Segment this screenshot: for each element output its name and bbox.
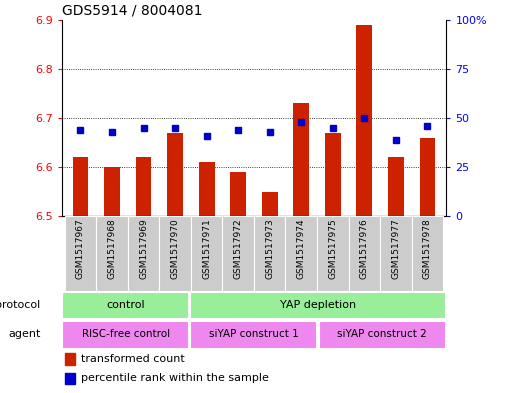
Bar [62, 292, 189, 319]
Bar [262, 192, 278, 216]
Text: GSM1517969: GSM1517969 [139, 219, 148, 279]
Bar [167, 133, 183, 216]
Bar [254, 216, 285, 291]
Text: siYAP construct 1: siYAP construct 1 [209, 329, 299, 340]
Bar [199, 162, 214, 216]
Bar [96, 216, 128, 291]
Text: GSM1517976: GSM1517976 [360, 219, 369, 279]
Bar [230, 172, 246, 216]
Bar [285, 216, 317, 291]
Bar [191, 216, 223, 291]
Bar [160, 216, 191, 291]
Bar [388, 157, 404, 216]
Bar [223, 216, 254, 291]
Bar [135, 157, 151, 216]
Text: RISC-free control: RISC-free control [82, 329, 170, 340]
Bar [319, 321, 446, 349]
Bar [104, 167, 120, 216]
Bar [411, 216, 443, 291]
Text: GSM1517978: GSM1517978 [423, 219, 432, 279]
Bar [357, 25, 372, 216]
Bar [128, 216, 160, 291]
Bar [348, 216, 380, 291]
Bar [293, 103, 309, 216]
Text: GSM1517968: GSM1517968 [108, 219, 116, 279]
Text: GSM1517967: GSM1517967 [76, 219, 85, 279]
Bar [420, 138, 435, 216]
Text: GSM1517974: GSM1517974 [297, 219, 306, 279]
Text: GSM1517972: GSM1517972 [233, 219, 243, 279]
Text: transformed count: transformed count [81, 354, 185, 364]
Text: GSM1517975: GSM1517975 [328, 219, 337, 279]
Bar [190, 292, 446, 319]
Text: control: control [106, 300, 145, 310]
Bar [65, 216, 96, 291]
Text: YAP depletion: YAP depletion [280, 300, 356, 310]
Text: GSM1517970: GSM1517970 [171, 219, 180, 279]
Bar [66, 373, 75, 384]
Text: GSM1517971: GSM1517971 [202, 219, 211, 279]
Bar [325, 133, 341, 216]
Bar [66, 353, 75, 365]
Bar [73, 157, 88, 216]
Text: percentile rank within the sample: percentile rank within the sample [81, 373, 269, 384]
Text: siYAP construct 2: siYAP construct 2 [338, 329, 427, 340]
Text: protocol: protocol [0, 300, 41, 310]
Bar [317, 216, 348, 291]
Bar [380, 216, 411, 291]
Bar [190, 321, 318, 349]
Text: GDS5914 / 8004081: GDS5914 / 8004081 [62, 3, 202, 17]
Text: GSM1517977: GSM1517977 [391, 219, 400, 279]
Text: GSM1517973: GSM1517973 [265, 219, 274, 279]
Bar [62, 321, 189, 349]
Text: agent: agent [8, 329, 41, 340]
